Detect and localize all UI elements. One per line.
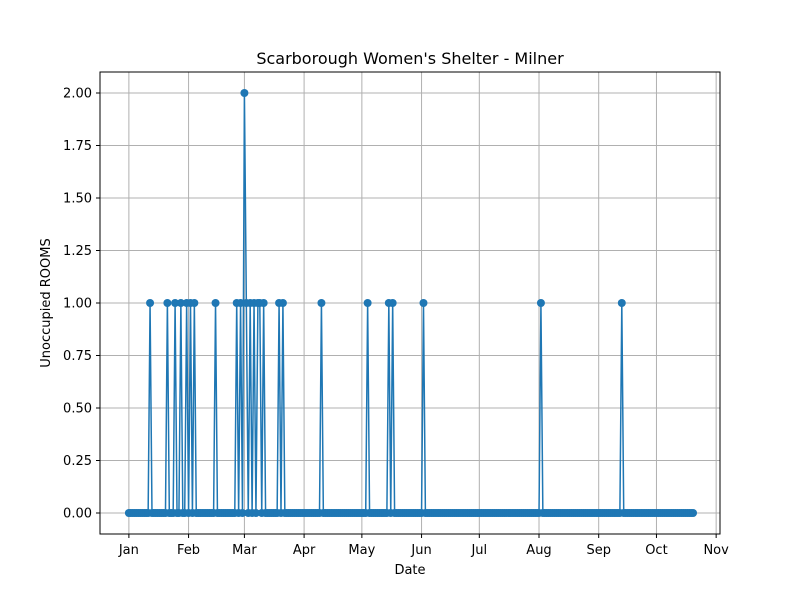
y-axis-label: Unoccupied ROOMS: [39, 238, 54, 367]
y-tick-label: 1.75: [63, 139, 92, 154]
data-point: [171, 299, 180, 307]
x-axis-label: Date: [394, 563, 425, 578]
y-axis: 0.00 0.25 0.50 0.75 1.00 1.25 1.50 1.75 2.00: [63, 87, 100, 522]
x-tick-label: Mar: [232, 543, 257, 558]
data-point: [238, 509, 247, 517]
data-series: [124, 89, 698, 517]
data-point: [236, 299, 245, 307]
x-tick-label: Apr: [293, 543, 316, 558]
chart-title: Scarborough Women's Shelter - Milner: [256, 49, 564, 68]
x-tick-label: Aug: [526, 543, 551, 558]
y-tick-label: 1.50: [63, 192, 92, 207]
x-tick-label: Jun: [410, 543, 431, 558]
y-tick-label: 0.75: [63, 349, 92, 364]
x-tick-label: Jan: [118, 543, 139, 558]
y-tick-label: 1.25: [63, 244, 92, 259]
y-tick-label: 0.25: [63, 454, 92, 469]
x-axis: Jan Feb Mar Apr May Jun Jul Aug Sep Oct Nov: [118, 534, 729, 558]
data-point: [317, 299, 326, 307]
data-point: [146, 299, 155, 307]
x-tick-label: Feb: [177, 543, 200, 558]
x-tick-label: May: [348, 543, 375, 558]
data-point: [536, 299, 545, 307]
y-tick-label: 0.00: [63, 507, 92, 522]
data-point: [163, 299, 172, 307]
data-point: [176, 299, 185, 307]
data-point: [689, 509, 698, 517]
x-tick-label: Oct: [645, 543, 667, 558]
data-point: [419, 299, 428, 307]
y-tick-label: 0.50: [63, 402, 92, 417]
y-tick-label: 2.00: [63, 87, 92, 102]
x-tick-label: Nov: [703, 543, 729, 558]
data-point: [259, 299, 268, 307]
data-point: [240, 89, 249, 97]
data-point: [363, 299, 372, 307]
data-point: [211, 299, 220, 307]
data-point: [278, 299, 287, 307]
x-tick-label: Sep: [586, 543, 611, 558]
data-point: [190, 299, 199, 307]
data-point: [251, 509, 260, 517]
data-point: [388, 299, 397, 307]
y-tick-label: 1.00: [63, 297, 92, 312]
x-tick-label: Jul: [470, 543, 487, 558]
data-point: [617, 299, 626, 307]
